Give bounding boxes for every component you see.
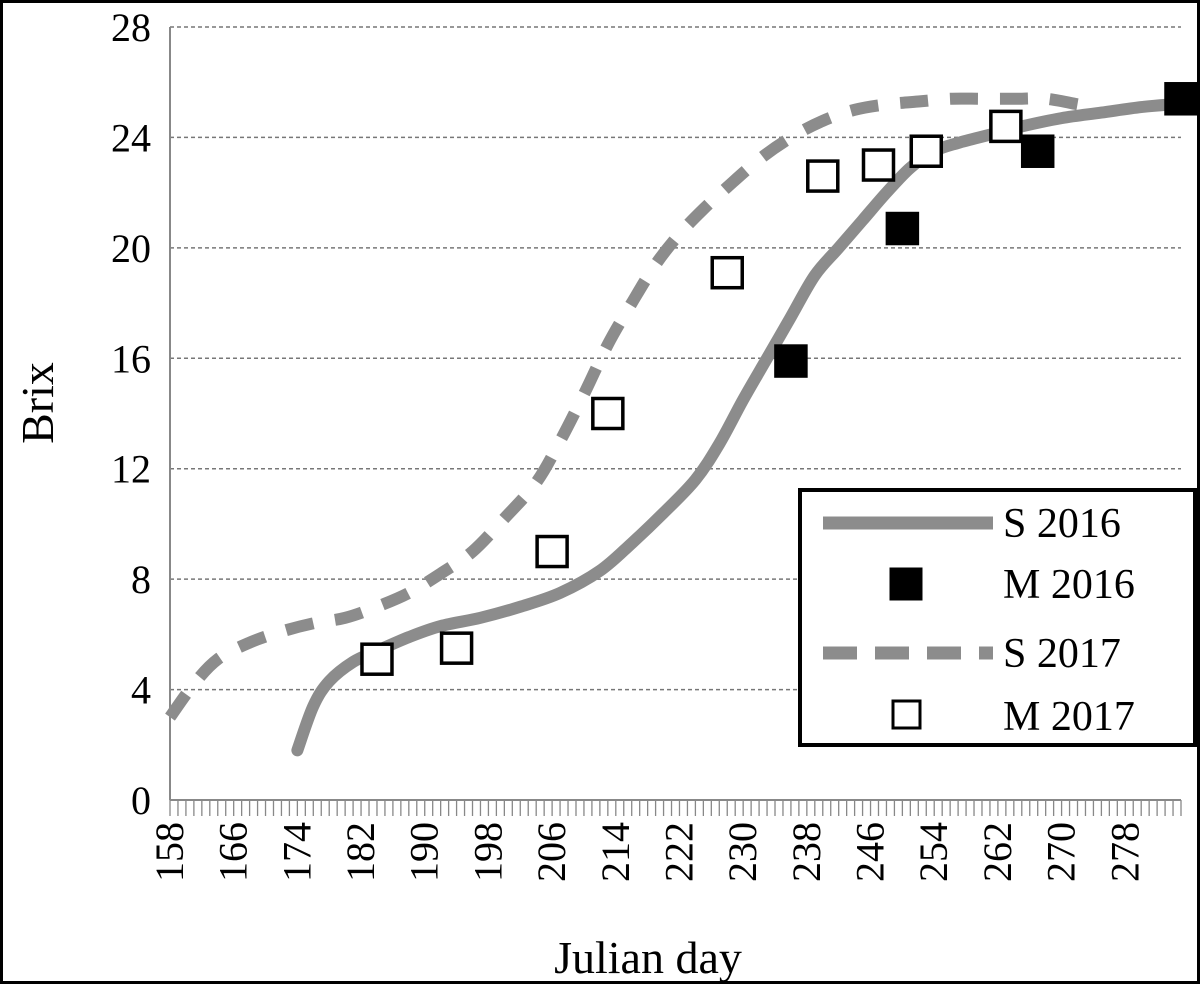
legend-swatch-m2017: [891, 699, 922, 730]
x-tick-label: 158: [147, 822, 192, 882]
series-line-s-2017: [165, 92, 1079, 721]
y-tick-label: 4: [131, 668, 151, 713]
x-tick-label: 182: [338, 822, 383, 882]
x-tick-label: 270: [1039, 822, 1084, 882]
axes: [169, 27, 1182, 816]
data-point-m-2017: [989, 109, 1023, 144]
x-tick-label: 238: [784, 822, 829, 882]
legend-label-s2017: S 2017: [1003, 631, 1121, 677]
y-tick-label: 8: [131, 557, 151, 602]
x-tick-label: 174: [274, 822, 319, 882]
x-tick-label: 190: [402, 822, 447, 882]
x-tick-label: 214: [593, 822, 638, 882]
data-point-m-2017: [710, 255, 744, 290]
x-tick-label: 206: [529, 822, 574, 882]
x-tick-label: 254: [911, 822, 956, 882]
data-point-m-2017: [535, 534, 569, 569]
y-tick-label: 12: [111, 447, 151, 492]
data-point-m-2016: [774, 344, 808, 378]
y-tick-label: 20: [111, 226, 151, 271]
x-axis-title: Julian day: [554, 932, 742, 983]
markers: [360, 82, 1198, 676]
data-point-m-2017: [439, 631, 474, 665]
data-point-m-2017: [806, 159, 840, 193]
data-point-m-2016: [885, 211, 920, 246]
legend-box: [798, 488, 1197, 747]
y-axis-title: Brix: [12, 362, 63, 444]
legend-swatch-m2016: [889, 567, 923, 601]
legend-label-m2016: M 2016: [1003, 562, 1135, 608]
data-point-m-2016: [1164, 82, 1198, 116]
data-point-m-2017: [591, 396, 625, 431]
y-tick-label: 0: [131, 778, 151, 823]
x-tick-label: 198: [465, 822, 510, 882]
tick-labels: 0 4 8 12 16 20 24 28 158 166 174 182 190 198 206 214 222…: [111, 5, 1147, 882]
y-tick-label: 16: [111, 336, 151, 381]
data-point-m-2017: [909, 134, 944, 168]
data-point-m-2017: [360, 642, 394, 676]
legend-label-s2016: S 2016: [1003, 501, 1121, 547]
x-tick-label: 262: [975, 822, 1020, 882]
data-point-m-2017: [861, 148, 896, 182]
x-tick-label: 166: [211, 822, 256, 882]
y-tick-label: 28: [111, 5, 151, 50]
data-point-m-2016: [1020, 134, 1055, 168]
x-tick-label: 246: [848, 822, 893, 882]
y-tick-label: 24: [111, 115, 151, 160]
x-tick-label: 222: [656, 822, 701, 882]
brix-chart: 0 4 8 12 16 20 24 28 158 166 174 182 190 198 206 214 222…: [12, 5, 1198, 983]
legend-label-m2017: M 2017: [1003, 694, 1135, 740]
legend: S 2016 M 2016 S 2017 M 2017: [798, 488, 1197, 747]
x-tick-label: 278: [1102, 822, 1147, 882]
x-tick-label: 230: [720, 822, 765, 882]
